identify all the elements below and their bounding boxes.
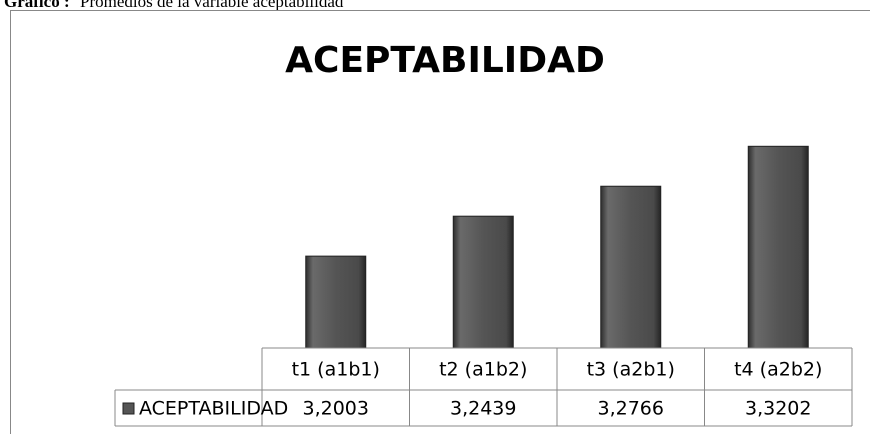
x-tick-label: t2 (a1b2) [439,359,527,381]
bar [452,215,514,349]
legend-swatch [122,402,135,415]
x-tick-label: t1 (a1b1) [292,359,380,381]
bar [305,255,367,349]
chart-frame [10,10,870,434]
bar [600,185,662,349]
bar [747,145,809,349]
x-tick-label: t4 (a2b2) [734,359,822,381]
data-label: 3,2003 [303,398,369,420]
data-label: 3,3202 [745,398,811,420]
caption-label: Gráfico : [4,0,70,11]
chart-title: ACEPTABILIDAD [285,40,605,81]
caption: Promedios de la variable aceptabilidad [80,0,344,11]
data-label: 3,2439 [450,398,516,420]
data-label: 3,2766 [598,398,664,420]
legend-label: ACEPTABILIDAD [139,398,288,420]
x-tick-label: t3 (a2b1) [587,359,675,381]
